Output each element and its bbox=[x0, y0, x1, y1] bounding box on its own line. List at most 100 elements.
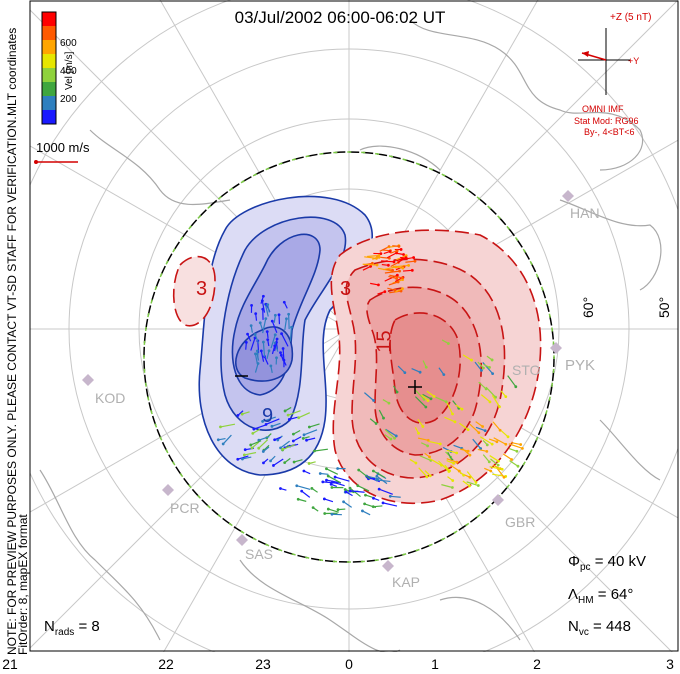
velocity-vector bbox=[493, 437, 507, 445]
velocity-vector bbox=[326, 468, 339, 475]
velocity-vector bbox=[444, 416, 456, 423]
velocity-vector-origin bbox=[377, 256, 381, 259]
velocity-vector bbox=[402, 269, 413, 272]
colorbar-swatch bbox=[42, 40, 56, 55]
velocity-vector-origin bbox=[369, 265, 373, 268]
velocity-vector bbox=[282, 348, 285, 361]
velocity-vector-origin bbox=[279, 446, 282, 450]
velocity-vector-origin bbox=[261, 450, 265, 453]
velocity-vector bbox=[397, 257, 407, 264]
velocity-vector bbox=[264, 304, 269, 317]
velocity-vector-origin bbox=[516, 464, 520, 468]
velocity-vector bbox=[389, 274, 403, 279]
colorbar-swatch bbox=[42, 54, 56, 69]
velocity-vector bbox=[357, 485, 370, 492]
velocity-vector bbox=[303, 429, 318, 436]
velocity-vector bbox=[280, 440, 291, 449]
velocity-vector bbox=[511, 441, 521, 446]
stat-model-label: Stat Mod: RG96 bbox=[574, 116, 639, 126]
velocity-vector-origin bbox=[460, 407, 464, 411]
velocity-vector bbox=[270, 334, 276, 349]
velocity-vector bbox=[435, 396, 447, 403]
velocity-vector-origin bbox=[326, 507, 330, 511]
velocity-vectors bbox=[216, 244, 524, 516]
velocity-vector-origin bbox=[283, 461, 287, 465]
velocity-vector-origin bbox=[249, 324, 253, 328]
station-sas: SAS bbox=[245, 546, 274, 562]
mlt-tick-3: 3 bbox=[666, 656, 674, 672]
velocity-vector-origin bbox=[519, 443, 523, 446]
velocity-vector bbox=[446, 449, 457, 454]
colorbar-swatch bbox=[42, 82, 56, 97]
velocity-vector bbox=[392, 265, 403, 269]
velocity-vector-origin bbox=[325, 478, 328, 482]
velocity-vector bbox=[309, 423, 320, 428]
velocity-vector-origin bbox=[402, 253, 405, 256]
velocity-vector bbox=[271, 345, 276, 355]
station-marker bbox=[236, 534, 248, 546]
velocity-vector bbox=[466, 481, 479, 487]
plot-frame bbox=[29, 0, 679, 652]
velocity-vector-origin bbox=[251, 431, 255, 435]
velocity-vector-origin bbox=[310, 487, 314, 490]
velocity-vector-origin bbox=[279, 351, 282, 355]
station-kap: KAP bbox=[392, 574, 421, 590]
velocity-vector bbox=[328, 508, 339, 513]
velocity-vector bbox=[489, 466, 503, 470]
mlt-tick-0: 0 bbox=[345, 656, 353, 672]
velocity-vector-origin bbox=[421, 425, 425, 428]
velocity-vector-origin bbox=[424, 405, 428, 409]
contour-label-pos-3: 3 bbox=[340, 278, 352, 300]
velocity-vector-origin bbox=[283, 409, 287, 413]
imf-source-label: OMNI IMF bbox=[582, 104, 624, 114]
velocity-vector-origin bbox=[515, 449, 519, 453]
velocity-vector-origin bbox=[395, 249, 399, 253]
velocity-vector-origin bbox=[498, 428, 502, 432]
velocity-vector bbox=[500, 430, 509, 438]
velocity-vector-origin bbox=[282, 300, 286, 304]
velocity-vector-origin bbox=[240, 412, 244, 416]
velocity-vector-origin bbox=[432, 394, 436, 398]
velocity-vector-origin bbox=[371, 505, 375, 509]
velocity-vector-origin bbox=[302, 469, 306, 473]
velocity-vector-origin bbox=[348, 486, 352, 490]
velocity-vector-origin bbox=[286, 413, 290, 417]
velocity-vector bbox=[289, 327, 293, 342]
mlt-tick-23: 23 bbox=[255, 656, 271, 672]
velocity-vector-origin bbox=[375, 474, 379, 478]
velocity-vector-origin bbox=[487, 460, 491, 464]
velocity-vector-origin bbox=[250, 446, 254, 450]
velocity-vector-origin bbox=[480, 368, 483, 372]
velocity-vector-origin bbox=[242, 453, 246, 457]
velocity-vector-origin bbox=[470, 358, 473, 362]
velocity-vector bbox=[390, 261, 399, 268]
velocity-vector-origin bbox=[476, 484, 480, 487]
velocity-vector bbox=[244, 451, 257, 456]
velocity-vector-origin bbox=[333, 475, 337, 479]
velocity-colorbar bbox=[41, 11, 57, 125]
velocity-vector bbox=[261, 300, 266, 313]
velocity-vector-origin bbox=[221, 442, 225, 446]
velocity-vector bbox=[479, 436, 493, 445]
velocity-vector-origin bbox=[273, 313, 277, 317]
contour-label-neg-3: 3 bbox=[196, 278, 208, 300]
velocity-vector bbox=[490, 458, 499, 466]
velocity-vector-origin bbox=[429, 397, 433, 401]
velocity-vector bbox=[324, 498, 334, 503]
velocity-vector bbox=[250, 440, 262, 446]
velocity-vector bbox=[350, 490, 365, 493]
velocity-vector-origin bbox=[281, 447, 285, 451]
velocity-vector-origin bbox=[481, 425, 485, 428]
velocity-vector-origin bbox=[388, 494, 392, 498]
station-han: HAN bbox=[570, 205, 600, 221]
velocity-vector-origin bbox=[261, 420, 264, 423]
mlt-tick-21: 21 bbox=[2, 656, 18, 672]
velocity-vector-origin bbox=[389, 437, 393, 441]
cross-polar-potential: Φpc = 40 kV bbox=[568, 553, 646, 573]
latitude-label-50: 50° bbox=[656, 296, 672, 318]
velocity-vector bbox=[373, 505, 383, 508]
velocity-vector-origin bbox=[291, 432, 295, 436]
velocity-vector-origin bbox=[325, 467, 328, 471]
positive-cell bbox=[330, 229, 542, 505]
velocity-vector-origin bbox=[291, 439, 295, 443]
